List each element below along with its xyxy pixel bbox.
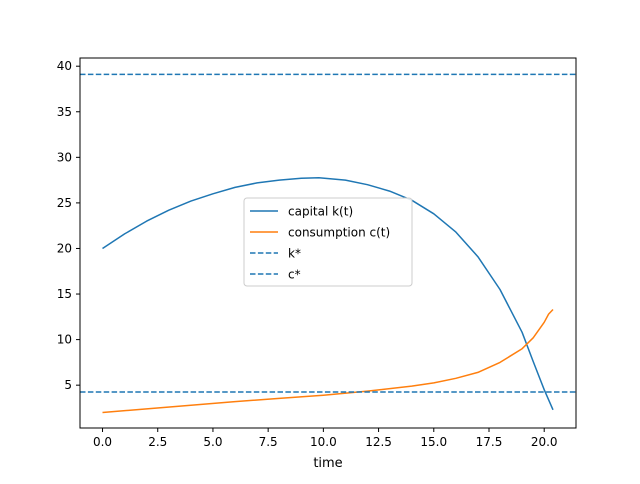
legend-label: c*: [288, 268, 301, 282]
x-tick-label: 15.0: [420, 435, 447, 449]
x-tick-label: 0.0: [93, 435, 112, 449]
x-tick-label: 12.5: [365, 435, 392, 449]
legend-label: k*: [288, 247, 301, 261]
plot-frame: [79, 57, 577, 429]
y-axis: 5 10 15 20 25 30 35 40: [57, 59, 80, 392]
legend-label: capital k(t): [288, 205, 353, 219]
x-tick-label: 10.0: [310, 435, 337, 449]
y-tick-label: 5: [64, 378, 72, 392]
x-tick-label: 20.0: [531, 435, 558, 449]
y-tick-label: 10: [57, 333, 72, 347]
x-tick-label: 17.5: [476, 435, 503, 449]
series-line-1: [102, 308, 554, 414]
x-tick-label: 7.5: [259, 435, 278, 449]
y-tick-label: 35: [57, 105, 72, 119]
series-line-0: [102, 177, 554, 411]
series-lines: [80, 73, 576, 414]
y-tick-label: 15: [57, 287, 72, 301]
x-axis: 0.0 2.5 5.0 7.5 10.0 12.5 15.0 17.5 20.0: [93, 428, 558, 449]
legend: capital k(t) consumption c(t) k* c*: [243, 197, 413, 287]
legend-label: consumption c(t): [288, 226, 390, 240]
y-tick-label: 30: [57, 150, 72, 164]
y-tick-label: 40: [57, 59, 72, 73]
y-tick-label: 25: [57, 196, 72, 210]
x-axis-label: time: [313, 456, 342, 471]
legend-box: [243, 197, 413, 287]
y-tick-label: 20: [57, 241, 72, 255]
x-tick-label: 2.5: [148, 435, 167, 449]
x-tick-label: 5.0: [203, 435, 222, 449]
